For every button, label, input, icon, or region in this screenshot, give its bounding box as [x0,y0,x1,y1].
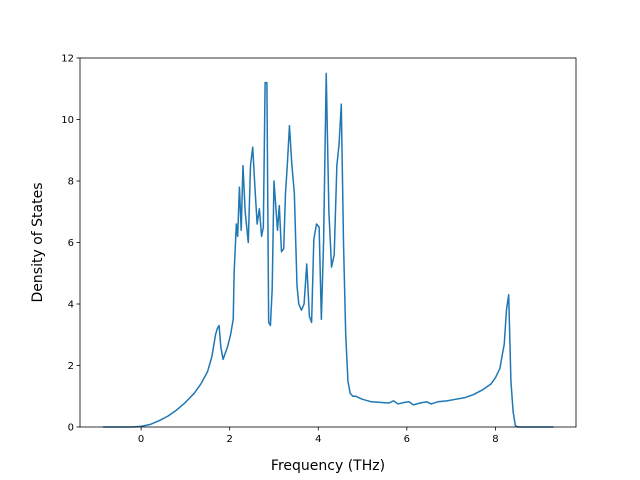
x-tick-label: 6 [404,434,410,445]
x-tick-label: 8 [492,434,498,445]
series-line-0 [102,72,554,428]
x-tick-label: 0 [138,434,144,445]
y-tick-label: 10 [61,115,74,126]
y-tick-label: 6 [68,238,74,249]
y-tick-label: 4 [68,300,74,311]
x-tick-label: 2 [226,434,232,445]
plot-area: 0 2 4 6 8 0 2 4 6 8 10 12 [61,54,577,445]
x-axis-label: Frequency (THz) [271,458,385,474]
y-tick-label: 12 [61,54,74,65]
y-tick-label: 0 [68,423,74,434]
y-tick-label: 2 [68,361,74,372]
y-tick-label: 8 [68,177,74,188]
x-tick-label: 4 [315,434,321,445]
y-axis-label: Density of States [30,183,46,303]
